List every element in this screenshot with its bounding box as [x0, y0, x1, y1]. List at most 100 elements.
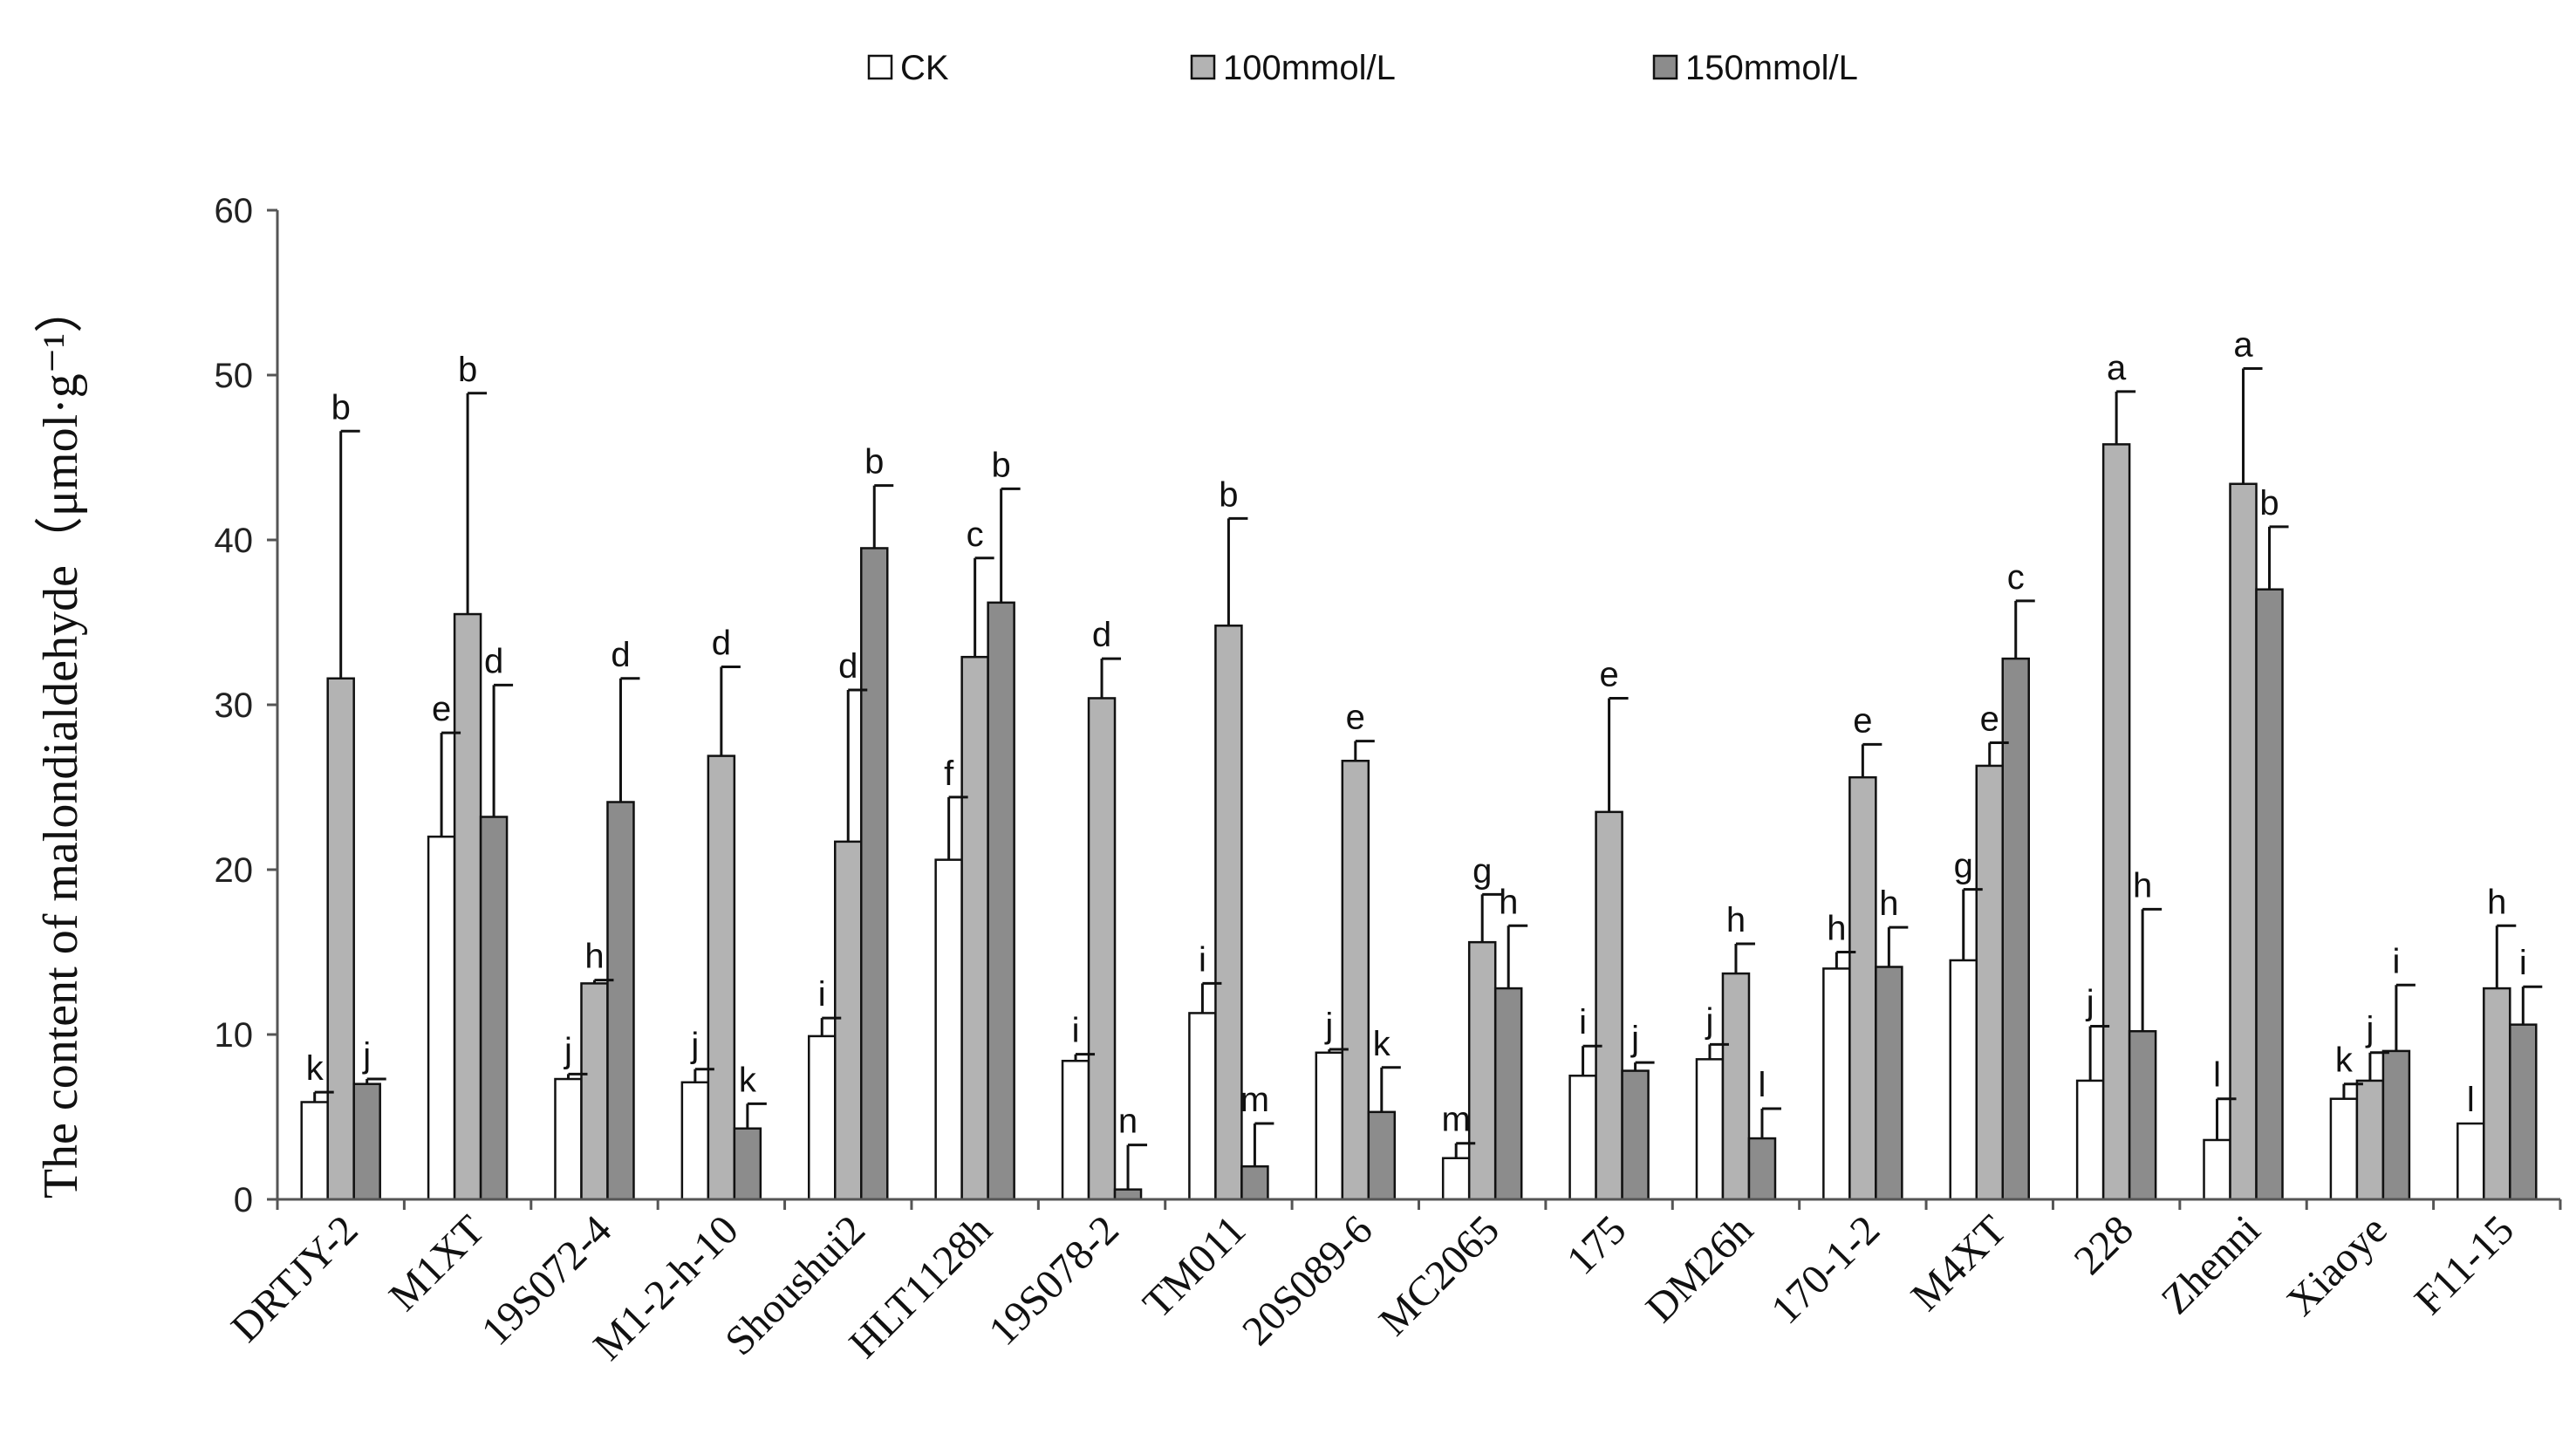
y-tick-label: 60 — [215, 192, 254, 230]
bars — [300, 443, 2538, 1201]
bar — [1875, 966, 1903, 1201]
legend-swatch — [1652, 54, 1678, 80]
significance-letter: h — [584, 938, 604, 976]
bar — [606, 801, 635, 1201]
significance-letter: j — [1324, 1007, 1333, 1045]
bar — [1975, 764, 2004, 1201]
bar — [2456, 1122, 2485, 1201]
bar — [733, 1127, 762, 1201]
x-axis: DRTJY-2 M1XT19S072-4M1-2-h-10Shoushui2HLT… — [222, 1198, 2562, 1369]
significance-letter: h — [1726, 901, 1746, 939]
significance-letter: e — [1599, 655, 1618, 693]
significance-letter: j — [564, 1031, 572, 1069]
bar — [707, 755, 736, 1201]
significance-letter: b — [864, 443, 884, 481]
significance-letter: i — [1072, 1012, 1080, 1050]
bar — [2203, 1138, 2231, 1201]
bar — [960, 655, 989, 1201]
bar — [2355, 1079, 2385, 1201]
significance-letter: k — [2335, 1041, 2354, 1080]
significance-letter: h — [1499, 883, 1518, 921]
x-tick-label: Zhenni — [2153, 1206, 2270, 1323]
bar — [934, 858, 963, 1201]
x-tick-label: M1XT — [380, 1206, 494, 1320]
significance-letter: i — [818, 975, 826, 1014]
significance-letter: j — [362, 1036, 371, 1075]
significance-letter: l — [2213, 1056, 2221, 1095]
y-tick-label: 0 — [234, 1181, 253, 1219]
significance-letter: g — [1472, 851, 1492, 890]
bar — [1747, 1137, 1777, 1201]
bar — [1214, 625, 1243, 1201]
bar — [2381, 1049, 2411, 1201]
x-tick-label: 20S089-6 — [1233, 1206, 1381, 1354]
significance-letter: e — [432, 690, 451, 728]
bar — [2483, 987, 2511, 1201]
bar — [427, 835, 456, 1201]
bar — [2101, 443, 2131, 1201]
significance-letter: b — [458, 351, 477, 389]
bar — [1367, 1110, 1397, 1201]
significance-letter: a — [2107, 349, 2127, 387]
bar — [680, 1081, 710, 1201]
bar — [1467, 940, 1497, 1201]
significance-letter: d — [838, 647, 858, 686]
bar — [479, 816, 509, 1201]
significance-letter: k — [306, 1049, 325, 1088]
x-tick-label: DM26h — [1637, 1206, 1762, 1331]
bar — [1087, 697, 1117, 1201]
bar — [1188, 1012, 1217, 1201]
significance-letter: m — [1240, 1081, 1269, 1119]
bar — [987, 601, 1015, 1201]
y-tick-label: 10 — [215, 1016, 254, 1055]
significance-letter: e — [1980, 700, 1999, 738]
bar — [1441, 1157, 1471, 1201]
significance-letter: i — [2519, 944, 2527, 982]
significance-letter: n — [1118, 1103, 1138, 1141]
significance-letter: a — [2233, 325, 2253, 364]
legend-swatch — [1190, 54, 1216, 80]
bar — [453, 612, 482, 1201]
bar — [1315, 1051, 1344, 1201]
significance-letter: f — [944, 755, 954, 793]
x-tick-label: DRTJY-2 — [222, 1206, 367, 1351]
bar — [1721, 972, 1751, 1201]
bar — [1493, 987, 1523, 1201]
bar — [1240, 1164, 1269, 1201]
bar — [1595, 810, 1623, 1201]
bar — [1848, 775, 1877, 1201]
significance-letter: h — [1879, 884, 1898, 923]
y-tick-label: 50 — [215, 357, 254, 395]
x-tick-label: 175 — [1558, 1206, 1635, 1283]
y-tick-label: 30 — [215, 686, 254, 725]
bar — [352, 1082, 381, 1201]
significance-letter: g — [1954, 847, 1973, 885]
significance-letter: b — [2259, 484, 2279, 522]
x-tick-label: 228 — [2066, 1206, 2142, 1283]
significance-letter: j — [1630, 1020, 1639, 1058]
significance-letter: d — [611, 636, 630, 674]
significance-letter: j — [690, 1027, 699, 1065]
significance-letter: c — [967, 516, 984, 554]
significance-letter: e — [1853, 701, 1872, 740]
significance-letter: c — [2007, 558, 2025, 597]
significance-letter: j — [2086, 984, 2094, 1022]
significance-letter: d — [1092, 616, 1111, 654]
legend-label: CK — [900, 49, 949, 87]
significance-letter: k — [1373, 1025, 1391, 1063]
bar — [2001, 657, 2030, 1201]
x-tick-label: M4XT — [1903, 1206, 2016, 1320]
significance-letter: j — [2365, 1010, 2374, 1048]
legend-label: 150mmol/L — [1685, 49, 1858, 87]
bar — [860, 547, 889, 1201]
x-tick-label: Xiaoye — [2278, 1206, 2395, 1324]
bar — [1621, 1069, 1650, 1201]
bar — [2229, 482, 2258, 1201]
significance-letter: l — [2467, 1081, 2475, 1119]
x-tick-label: 19S078-2 — [980, 1206, 1127, 1354]
bar — [808, 1035, 837, 1201]
bar — [554, 1077, 583, 1201]
x-tick-label: 170-1-2 — [1762, 1206, 1889, 1333]
bar — [2075, 1079, 2105, 1201]
